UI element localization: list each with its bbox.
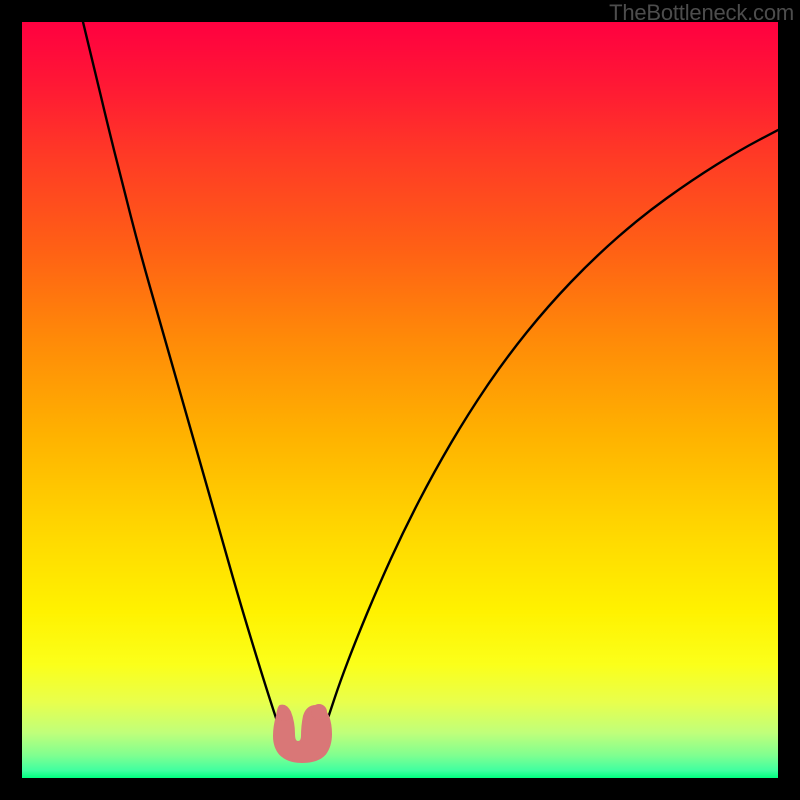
plot-area [22,22,778,778]
curve-left-branch [83,22,280,730]
curve-layer [22,22,778,778]
notch-dot-right [311,704,327,720]
notch-dot-left [277,707,291,721]
chart-container: TheBottleneck.com [0,0,800,800]
curve-right-branch [324,130,778,730]
